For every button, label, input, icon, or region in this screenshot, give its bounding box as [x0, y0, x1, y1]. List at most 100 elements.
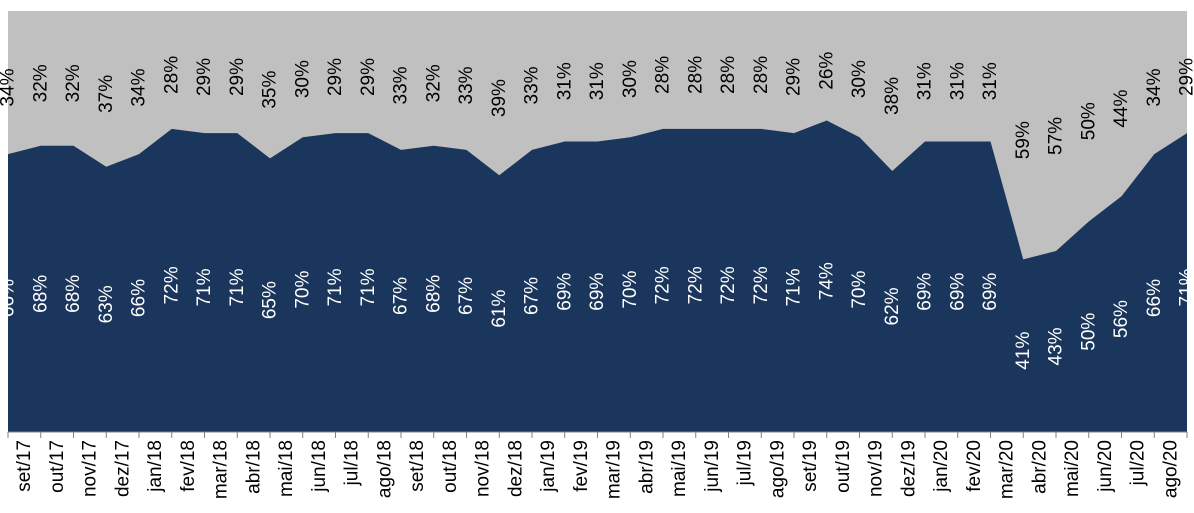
data-label-bottom: 66% [129, 279, 150, 317]
x-tick-label: jul/18 [342, 440, 363, 486]
x-tick-label: dez/17 [112, 440, 133, 497]
x-tick-label: set/17 [14, 440, 35, 492]
data-label-top: 28% [718, 56, 739, 94]
x-axis: set/17 out/17 nov/17 dez/17 jan/18 fev/18 mar/… [7, 431, 1194, 499]
data-label-bottom: 68% [30, 275, 51, 313]
data-label-bottom: 72% [718, 266, 739, 304]
data-label-top: 29% [194, 58, 215, 96]
data-label-bottom: 69% [915, 273, 936, 311]
x-tick-label: jan/18 [145, 440, 166, 493]
data-label-top: 30% [292, 60, 313, 98]
area-series-bottom [8, 120, 1187, 433]
x-tick-label: mar/19 [604, 440, 625, 499]
data-label-bottom: 70% [620, 271, 641, 309]
data-label-bottom: 71% [227, 268, 248, 306]
data-label-bottom: 41% [1013, 332, 1034, 370]
x-tick-label: nov/17 [80, 440, 101, 497]
data-label-top: 26% [816, 52, 837, 90]
x-tick-label: jan/19 [538, 440, 559, 493]
data-label-top: 28% [161, 56, 182, 94]
x-tick-label: jun/18 [309, 440, 330, 493]
data-label-bottom: 71% [325, 268, 346, 306]
data-label-top: 30% [849, 60, 870, 98]
data-label-bottom: 71% [358, 268, 379, 306]
data-label-top: 34% [1144, 68, 1165, 106]
data-label-top: 34% [0, 68, 19, 106]
x-tick-label: mai/20 [1062, 440, 1083, 497]
data-label-top: 29% [1177, 58, 1194, 96]
data-label-bottom: 63% [96, 285, 117, 323]
data-label-top: 32% [63, 64, 84, 102]
data-label-top: 31% [587, 62, 608, 100]
x-tick-label: mai/18 [276, 440, 297, 497]
data-label-top: 29% [358, 58, 379, 96]
data-label-top: 29% [784, 58, 805, 96]
data-label-bottom: 43% [1046, 327, 1067, 365]
x-tick-label: abr/20 [1029, 440, 1050, 494]
x-tick-label: ago/18 [374, 440, 395, 498]
data-label-bottom: 67% [522, 277, 543, 315]
data-label-top: 28% [653, 56, 674, 94]
chart-data-labels: 66% 34% 68% 32% 68% 32% 63% 37% 66% 34% 72% 28% 71% 2… [0, 52, 1194, 370]
data-label-top: 39% [489, 79, 510, 117]
x-tick-label: mar/18 [211, 440, 232, 499]
data-label-bottom: 70% [849, 271, 870, 309]
x-tick-label: abr/18 [243, 440, 264, 494]
data-label-bottom: 50% [1078, 313, 1099, 351]
data-label-bottom: 68% [423, 275, 444, 313]
data-label-bottom: 61% [489, 289, 510, 327]
data-label-top: 31% [915, 62, 936, 100]
data-label-top: 44% [1111, 89, 1132, 127]
x-tick-label: set/19 [800, 440, 821, 492]
x-tick-label: ago/20 [1160, 440, 1181, 498]
data-label-top: 35% [260, 71, 281, 109]
data-label-bottom: 72% [161, 266, 182, 304]
data-label-bottom: 66% [1144, 279, 1165, 317]
data-label-top: 33% [522, 66, 543, 104]
data-label-top: 32% [423, 64, 444, 102]
data-label-top: 37% [96, 75, 117, 113]
data-label-bottom: 69% [947, 273, 968, 311]
x-tick-label: nov/18 [473, 440, 494, 497]
data-label-bottom: 74% [816, 262, 837, 300]
data-label-bottom: 68% [63, 275, 84, 313]
x-tick-label: jul/19 [735, 440, 756, 486]
x-tick-label: mar/20 [997, 440, 1018, 499]
data-label-bottom: 67% [456, 277, 477, 315]
data-label-top: 33% [391, 66, 412, 104]
data-label-bottom: 70% [292, 271, 313, 309]
data-label-top: 28% [751, 56, 772, 94]
x-tick-label: abr/19 [636, 440, 657, 494]
data-label-top: 29% [325, 58, 346, 96]
data-label-top: 31% [980, 62, 1001, 100]
data-label-bottom: 71% [1177, 268, 1194, 306]
x-tick-label: mai/19 [669, 440, 690, 497]
data-label-bottom: 69% [980, 273, 1001, 311]
x-tick-label: out/19 [833, 440, 854, 493]
data-label-top: 31% [554, 62, 575, 100]
data-label-top: 28% [685, 56, 706, 94]
data-label-top: 33% [456, 66, 477, 104]
x-tick-label: out/17 [47, 440, 68, 493]
data-label-bottom: 71% [784, 268, 805, 306]
data-label-top: 31% [947, 62, 968, 100]
data-label-top: 57% [1046, 117, 1067, 155]
data-label-top: 59% [1013, 121, 1034, 159]
data-label-bottom: 71% [194, 268, 215, 306]
data-label-top: 29% [227, 58, 248, 96]
x-tick-label: jun/19 [702, 440, 723, 493]
x-tick-label: jul/20 [1128, 440, 1149, 486]
data-label-top: 34% [129, 68, 150, 106]
data-label-top: 50% [1078, 102, 1099, 140]
data-label-bottom: 56% [1111, 300, 1132, 338]
x-tick-label: fev/20 [964, 440, 985, 492]
data-label-top: 32% [30, 64, 51, 102]
x-tick-label: out/18 [440, 440, 461, 493]
x-tick-label: jan/20 [931, 440, 952, 493]
data-label-bottom: 69% [587, 273, 608, 311]
x-tick-label: nov/19 [866, 440, 887, 497]
x-tick-label: jun/20 [1095, 440, 1116, 493]
data-label-bottom: 72% [685, 266, 706, 304]
data-label-bottom: 66% [0, 279, 19, 317]
